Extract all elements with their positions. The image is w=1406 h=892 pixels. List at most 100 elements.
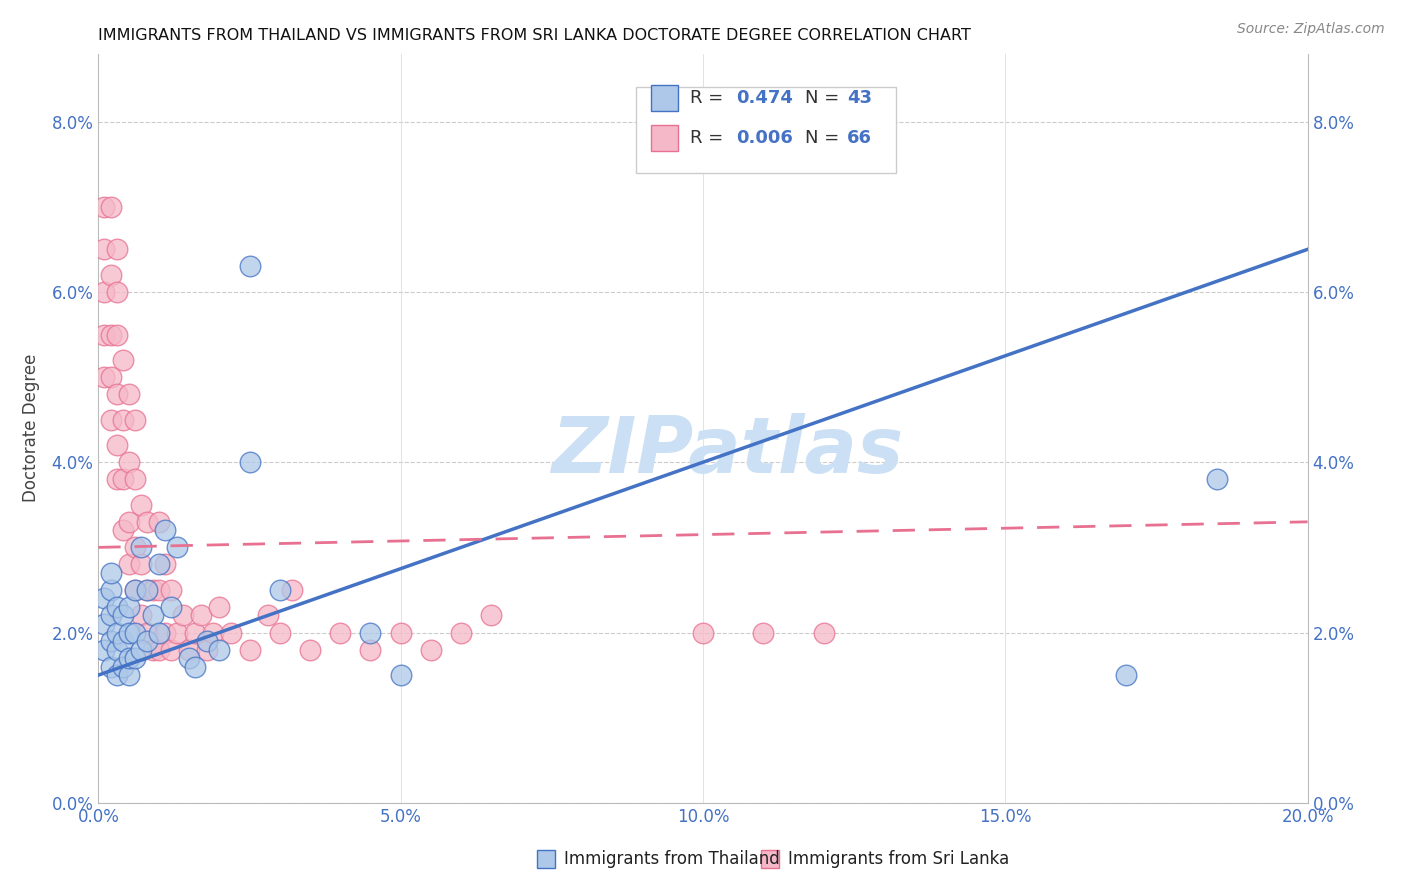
- Point: [111, 524, 134, 538]
- Point: [172, 608, 194, 623]
- Text: ZIPatlas: ZIPatlas: [551, 413, 903, 489]
- Point: [752, 625, 775, 640]
- Point: [93, 617, 115, 632]
- Point: [124, 651, 146, 665]
- Point: [360, 625, 382, 640]
- Text: R =: R =: [690, 128, 728, 147]
- Point: [111, 659, 134, 673]
- Point: [239, 260, 262, 274]
- Point: [111, 412, 134, 426]
- Point: [124, 625, 146, 640]
- Point: [100, 327, 122, 342]
- Point: [129, 608, 152, 623]
- Point: [100, 200, 122, 214]
- Point: [208, 599, 231, 614]
- Point: [166, 625, 188, 640]
- Point: [135, 582, 157, 597]
- Point: [256, 608, 278, 623]
- Point: [93, 370, 115, 384]
- Point: [692, 625, 714, 640]
- Point: [195, 642, 218, 657]
- Point: [105, 472, 128, 486]
- Point: [148, 515, 170, 529]
- Point: [239, 455, 262, 469]
- Point: [93, 642, 115, 657]
- Point: [93, 285, 115, 299]
- Point: [118, 651, 141, 665]
- Point: [153, 558, 176, 572]
- Point: [118, 387, 141, 401]
- Point: [184, 625, 207, 640]
- Point: [135, 515, 157, 529]
- Text: 43: 43: [846, 89, 872, 107]
- Point: [389, 625, 412, 640]
- Point: [111, 608, 134, 623]
- Point: [190, 608, 212, 623]
- Point: [129, 541, 152, 555]
- Point: [111, 634, 134, 648]
- Point: [118, 515, 141, 529]
- Point: [281, 582, 304, 597]
- Point: [148, 642, 170, 657]
- Point: [184, 659, 207, 673]
- Point: [129, 558, 152, 572]
- Point: [160, 599, 183, 614]
- Point: [269, 625, 291, 640]
- Point: [100, 370, 122, 384]
- Point: [100, 268, 122, 282]
- Point: [93, 243, 115, 257]
- Point: [100, 582, 122, 597]
- Point: [221, 625, 243, 640]
- Point: [202, 625, 225, 640]
- Point: [329, 625, 352, 640]
- Point: [100, 659, 122, 673]
- Point: [93, 591, 115, 606]
- Point: [481, 608, 503, 623]
- Point: [179, 642, 201, 657]
- Point: [269, 582, 291, 597]
- Point: [105, 599, 128, 614]
- Point: [129, 498, 152, 512]
- Text: 0.006: 0.006: [735, 128, 793, 147]
- Point: [195, 634, 218, 648]
- Text: N =: N =: [804, 89, 845, 107]
- Point: [299, 642, 322, 657]
- Point: [124, 541, 146, 555]
- Point: [135, 582, 157, 597]
- Point: [124, 472, 146, 486]
- Point: [1115, 668, 1137, 682]
- Point: [118, 558, 141, 572]
- Point: [450, 625, 472, 640]
- Point: [105, 642, 128, 657]
- Point: [100, 566, 122, 580]
- Point: [105, 438, 128, 452]
- Point: [179, 651, 201, 665]
- Text: IMMIGRANTS FROM THAILAND VS IMMIGRANTS FROM SRI LANKA DOCTORATE DEGREE CORRELATI: IMMIGRANTS FROM THAILAND VS IMMIGRANTS F…: [98, 28, 972, 43]
- Text: Source: ZipAtlas.com: Source: ZipAtlas.com: [1237, 22, 1385, 37]
- Point: [153, 524, 176, 538]
- Point: [148, 625, 170, 640]
- Point: [208, 642, 231, 657]
- Point: [239, 642, 262, 657]
- Text: Immigrants from Sri Lanka: Immigrants from Sri Lanka: [787, 850, 1010, 868]
- Y-axis label: Doctorate Degree: Doctorate Degree: [22, 354, 41, 502]
- Point: [813, 625, 835, 640]
- Point: [148, 558, 170, 572]
- Point: [105, 387, 128, 401]
- Text: R =: R =: [690, 89, 728, 107]
- Point: [166, 541, 188, 555]
- Point: [389, 668, 412, 682]
- Point: [142, 642, 165, 657]
- Point: [100, 412, 122, 426]
- Text: Immigrants from Thailand: Immigrants from Thailand: [564, 850, 780, 868]
- Point: [118, 599, 141, 614]
- Point: [142, 582, 165, 597]
- Point: [93, 327, 115, 342]
- Point: [105, 327, 128, 342]
- Point: [124, 582, 146, 597]
- Point: [1206, 472, 1229, 486]
- Point: [111, 353, 134, 368]
- Point: [118, 455, 141, 469]
- Point: [124, 582, 146, 597]
- Point: [105, 668, 128, 682]
